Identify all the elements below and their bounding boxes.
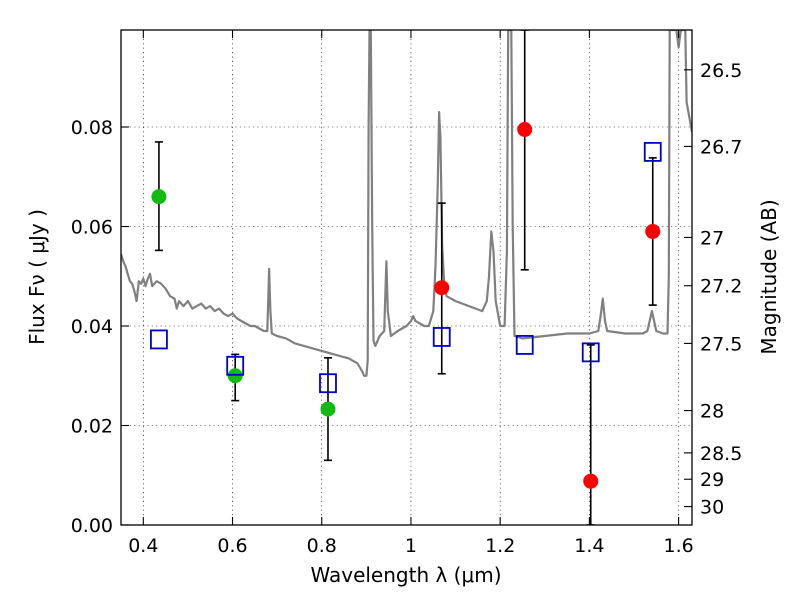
- marker-layer: [150, 121, 662, 489]
- red-detection-point: [645, 223, 661, 239]
- right-tick-label: 30: [700, 497, 724, 519]
- right-tick-label: 27: [700, 227, 724, 249]
- green-detection-point: [227, 368, 243, 384]
- model-spectrum-line: [121, 30, 692, 377]
- model-spectrum-layer: [121, 30, 692, 377]
- y-tick-label: 0.00: [71, 515, 113, 537]
- y-tick-label: 0.04: [71, 316, 113, 338]
- axis-layer: 0.4 0.6 0.8 1 1.2 1.4 1.6 0.00 0.02 0.04 0.06 0.08 2…: [71, 29, 742, 557]
- grid-layer: [121, 30, 692, 525]
- right-tick-label: 29: [700, 469, 724, 491]
- right-tick-label: 27.2: [700, 276, 742, 298]
- y-tick-label: 0.02: [71, 416, 113, 438]
- right-tick-label: 26.7: [700, 136, 742, 158]
- model-photometry-square: [226, 355, 245, 376]
- y-tick-label: 0.06: [71, 217, 113, 239]
- y-tick-label: 0.08: [71, 117, 113, 139]
- model-photometry-square: [319, 373, 337, 394]
- right-tick-label: 26.5: [700, 60, 742, 82]
- plot-frame: [120, 29, 693, 526]
- model-photometry-square: [581, 342, 600, 363]
- right-axis-label: Magnitude (AB): [757, 199, 781, 354]
- right-tick-label: 27.5: [700, 333, 742, 355]
- model-photometry-square: [432, 327, 451, 347]
- model-photometry-square: [515, 335, 534, 355]
- model-photometry-square: [643, 141, 662, 162]
- errorbar-layer: [154, 30, 657, 525]
- right-tick-label: 28: [700, 401, 724, 423]
- x-tick-label: 0.6: [217, 535, 247, 557]
- red-detection-point: [583, 473, 599, 489]
- x-tick-label: 1: [405, 535, 417, 557]
- x-tick-label: 1.2: [485, 535, 515, 557]
- x-tick-label: 1.4: [574, 535, 604, 557]
- red-detection-point: [434, 280, 450, 296]
- x-tick-label: 1.6: [664, 535, 694, 557]
- x-axis-label: Wavelength λ (μm): [310, 563, 501, 587]
- green-detection-point: [320, 401, 336, 417]
- right-tick-label: 28.5: [700, 443, 742, 465]
- x-tick-label: 0.8: [307, 535, 337, 557]
- red-detection-point: [517, 121, 533, 137]
- model-photometry-square: [150, 329, 168, 350]
- x-tick-label: 0.4: [128, 535, 158, 557]
- y-axis-label: Flux Fν ( μJy ): [25, 209, 49, 345]
- green-detection-point: [151, 189, 167, 205]
